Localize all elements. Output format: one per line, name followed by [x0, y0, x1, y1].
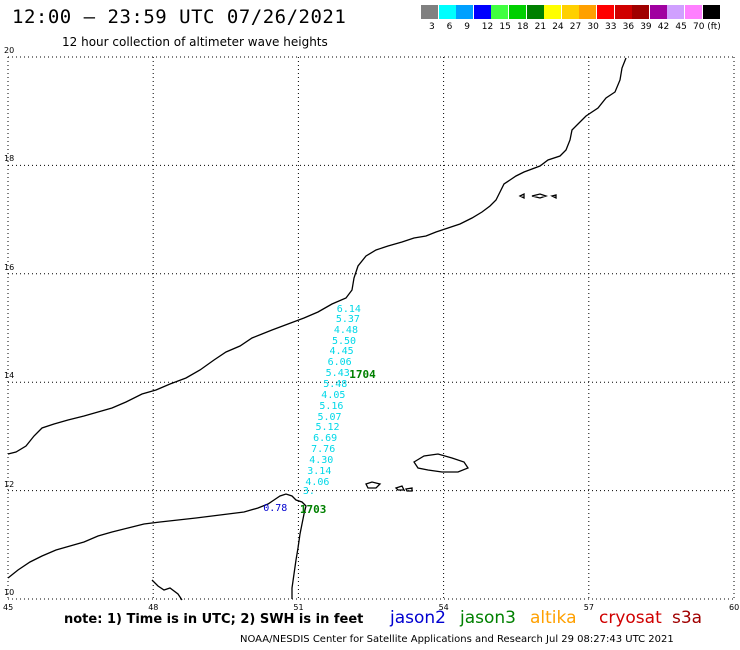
- colorbar-tick-label: 30: [587, 22, 599, 32]
- colorbar-swatch: [685, 5, 702, 19]
- colorbar-tick-label: 39: [640, 22, 652, 32]
- swh-value-label: 5.12: [315, 422, 340, 434]
- coastline: [7, 57, 627, 601]
- colorbar-tick-label: 42: [657, 22, 670, 32]
- footer-note: note: 1) Time is in UTC; 2) SWH is in fe…: [64, 612, 364, 627]
- lat-tick-label: 10: [4, 588, 15, 597]
- swh-value-label: 4.06: [305, 476, 330, 488]
- colorbar-tick-label: 15: [499, 22, 511, 32]
- swh-value-label: 5.37: [335, 314, 360, 326]
- colorbar-tick-label: 6: [446, 22, 453, 32]
- colorbar-swatch: [579, 5, 597, 19]
- lat-tick-label: 14: [4, 371, 15, 381]
- colorbar-swatch: [614, 5, 632, 19]
- abd-al-kuri-island: [365, 481, 382, 489]
- colorbar-swatch: [509, 5, 526, 19]
- track-time-label: 1704: [349, 368, 376, 382]
- swh-value-label: 4.30: [309, 454, 334, 466]
- swh-value-label: 5.16: [319, 400, 344, 412]
- colorbar-swatch: [456, 5, 474, 19]
- lat-lon-grid: [7, 56, 735, 600]
- swh-value-label: 6.06: [327, 357, 352, 369]
- colorbar-tick-label: 21: [534, 22, 547, 32]
- satellite-legend-s3a: s3a: [672, 608, 703, 628]
- satellite-legend-jason3: jason3: [460, 608, 516, 628]
- colorbar-swatch: [702, 5, 720, 19]
- colorbar-tick-label: 3: [429, 22, 435, 32]
- colorbar-swatch: [632, 5, 650, 19]
- lon-tick-label: 51: [293, 603, 304, 612]
- colorbar-swatch: [649, 5, 667, 19]
- lon-tick-label: 54: [438, 603, 449, 612]
- satellite-legend-cryosat: cryosat: [599, 608, 662, 628]
- lon-tick-label: 45: [3, 603, 14, 612]
- lon-tick-label: 48: [148, 603, 159, 612]
- page-subtitle: 12 hour collection of altimeter wave hei…: [62, 35, 328, 49]
- colorbar-swatch: [491, 5, 509, 19]
- colorbar-tick-label: 24: [552, 22, 564, 32]
- colorbar-swatch: [421, 5, 438, 19]
- brothers-islands: [394, 485, 413, 492]
- colorbar-unit-label: (ft): [707, 22, 721, 32]
- colorbar-swatch: [667, 5, 685, 19]
- swh-value-label: 4.45: [329, 346, 354, 358]
- colorbar-swatch: [597, 5, 614, 19]
- swh-value-label: 5.07: [317, 411, 342, 423]
- swh-value-label: 5.43: [325, 368, 350, 380]
- swh-value-label: 3.14: [307, 465, 332, 477]
- lat-tick-label: 20: [4, 46, 15, 55]
- swh-value-label: 7.76: [311, 444, 336, 456]
- track-time-label: 1703: [299, 502, 327, 516]
- lat-tick-label: 12: [4, 479, 15, 489]
- colorbar-swatch: [473, 5, 491, 19]
- swh-value-label: 6.69: [313, 433, 338, 445]
- swh-value-label: 0.78: [263, 502, 288, 514]
- colorbar-tick-label: 12: [481, 22, 494, 32]
- satellite-legend-jason2: jason2: [390, 608, 446, 628]
- swh-value-label: 3.: [302, 486, 315, 498]
- lon-tick-label: 57: [583, 603, 594, 612]
- swh-value-label: 5.48: [323, 378, 348, 390]
- kuria-muria-islands: [518, 192, 557, 200]
- colorbar-tick-label: 36: [622, 22, 635, 32]
- colorbar-tick-label: 45: [675, 22, 687, 32]
- swh-value-label: 4.48: [333, 325, 358, 337]
- inland-coast-detail: [151, 579, 183, 601]
- colorbar-swatch: [438, 5, 456, 19]
- lon-tick-label: 60: [729, 603, 740, 612]
- arabian-coastline: [7, 57, 627, 455]
- colorbar-tick-label: 27: [569, 22, 582, 32]
- colorbar-tick-label: 18: [517, 22, 529, 32]
- lat-tick-label: 16: [4, 262, 15, 272]
- swh-value-label: 5.50: [331, 336, 357, 348]
- footer-credit: NOAA/NESDIS Center for Satellite Applica…: [240, 634, 674, 645]
- swh-value-label: 6.14: [336, 303, 361, 315]
- colorbar-swatch: [561, 5, 579, 19]
- satellite-legend-altika: altika: [530, 608, 577, 628]
- colorbar-tick-label: 9: [464, 22, 470, 32]
- page-title: 12:00 – 23:59 UTC 07/26/2021: [12, 6, 347, 28]
- socotra-island: [413, 453, 469, 473]
- colorbar-tick-label: 33: [605, 22, 617, 32]
- colorbar-swatch: [526, 5, 544, 19]
- somalia-coastline: [7, 493, 307, 599]
- swh-value-label: 4.05: [321, 389, 346, 401]
- colorbar-swatch: [544, 5, 562, 19]
- colorbar-tick-label: 70: [693, 22, 705, 32]
- lat-tick-label: 18: [4, 154, 15, 164]
- map-frame: [7, 56, 735, 600]
